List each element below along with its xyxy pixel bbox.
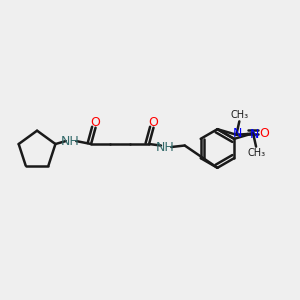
Text: N: N [250, 128, 259, 141]
Text: N: N [233, 127, 242, 140]
Text: O: O [148, 116, 158, 129]
Text: NH: NH [156, 140, 175, 154]
Text: O: O [259, 128, 269, 140]
Text: NH: NH [61, 135, 80, 148]
Text: O: O [91, 116, 100, 129]
Text: CH₃: CH₃ [247, 148, 265, 158]
Text: CH₃: CH₃ [230, 110, 248, 120]
